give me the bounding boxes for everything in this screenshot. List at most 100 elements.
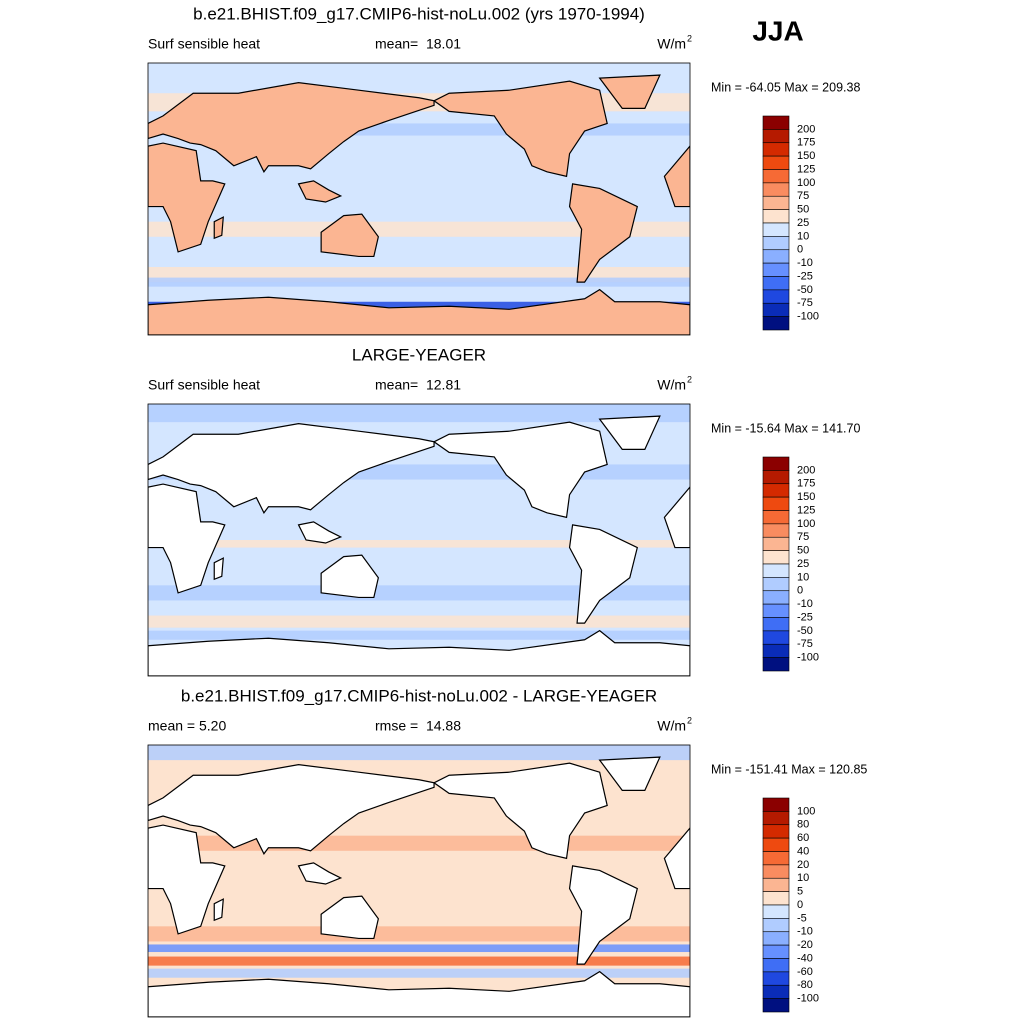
map xyxy=(148,745,690,1017)
colorbar-box xyxy=(762,496,790,511)
colorbar-box xyxy=(762,302,790,317)
colorbar-label: 20 xyxy=(797,859,809,871)
colorbar-box xyxy=(762,182,790,197)
colorbar-label: -50 xyxy=(797,284,813,296)
colorbar-label: -20 xyxy=(797,939,813,951)
colorbar-box xyxy=(762,550,790,565)
colorbar-label: 175 xyxy=(797,478,815,490)
units-exponent: 2 xyxy=(687,33,692,43)
variable-label: mean = 5.20 xyxy=(148,718,226,734)
colorbar-label: -100 xyxy=(797,652,819,664)
season-label: JJA xyxy=(752,15,803,46)
colorbar-label: 25 xyxy=(797,217,809,229)
colorbar-label: 0 xyxy=(797,899,803,911)
units-exponent: 2 xyxy=(687,715,692,725)
range-label: Min = -64.05 Max = 209.38 xyxy=(711,80,860,94)
variable-label: Surf sensible heat xyxy=(148,377,260,393)
colorbar-box xyxy=(762,316,790,331)
colorbar-label: 100 xyxy=(797,805,815,817)
colorbar-label: 50 xyxy=(797,545,809,557)
colorbar-label: 0 xyxy=(797,585,803,597)
colorbar-box xyxy=(762,536,790,551)
colorbar-label: 0 xyxy=(797,244,803,256)
colorbar-box xyxy=(762,276,790,291)
colorbar-label: -10 xyxy=(797,598,813,610)
colorbar-box xyxy=(762,998,790,1013)
colorbar-box xyxy=(762,797,790,812)
units-exponent: 2 xyxy=(687,374,692,384)
colorbar-label: 75 xyxy=(797,190,809,202)
range-label: Min = -151.41 Max = 120.85 xyxy=(711,762,867,776)
colorbar-label: -25 xyxy=(797,611,813,623)
colorbar-label: 125 xyxy=(797,504,815,516)
range-label: Min = -15.64 Max = 141.70 xyxy=(711,421,860,435)
colorbar-label: 100 xyxy=(797,518,815,530)
colorbar-label: 125 xyxy=(797,163,815,175)
panel-title: b.e21.BHIST.f09_g17.CMIP6-hist-noLu.002 … xyxy=(193,4,645,23)
colorbar-box xyxy=(762,904,790,919)
colorbar-box xyxy=(762,289,790,304)
colorbar-box xyxy=(762,236,790,251)
colorbar-label: 40 xyxy=(797,845,809,857)
colorbar-box xyxy=(762,142,790,157)
variable-label: Surf sensible heat xyxy=(148,36,260,52)
map xyxy=(148,63,690,335)
colorbar-label: 60 xyxy=(797,832,809,844)
panel-title: LARGE-YEAGER xyxy=(352,345,486,364)
colorbar-label: -80 xyxy=(797,979,813,991)
colorbar-label: 5 xyxy=(797,886,803,898)
colorbar-box xyxy=(762,837,790,852)
colorbar-box xyxy=(762,249,790,264)
colorbar-box xyxy=(762,864,790,879)
colorbar-box xyxy=(762,195,790,210)
colorbar-label: 200 xyxy=(797,464,815,476)
panel-title: b.e21.BHIST.f09_g17.CMIP6-hist-noLu.002 … xyxy=(181,686,657,705)
colorbar-box xyxy=(762,456,790,471)
colorbar-box xyxy=(762,510,790,525)
colorbar-box xyxy=(762,984,790,999)
colorbar-box xyxy=(762,483,790,498)
colorbar-label: -40 xyxy=(797,952,813,964)
colorbar-box xyxy=(762,115,790,130)
map xyxy=(148,404,690,676)
colorbar-label: -75 xyxy=(797,297,813,309)
map-frame xyxy=(147,403,691,677)
colorbar-box xyxy=(762,971,790,986)
colorbar-box xyxy=(762,617,790,632)
units-label: W/m xyxy=(657,377,686,393)
colorbar-box xyxy=(762,630,790,645)
colorbar-label: 50 xyxy=(797,204,809,216)
colorbar-box xyxy=(762,603,790,618)
colorbar-box xyxy=(762,222,790,237)
colorbar-label: 10 xyxy=(797,571,809,583)
colorbar-box xyxy=(762,918,790,933)
colorbar-box xyxy=(762,577,790,592)
colorbar-box xyxy=(762,944,790,959)
units-label: W/m xyxy=(657,36,686,52)
statistic-label: rmse = 14.88 xyxy=(375,718,461,734)
colorbar-label: 100 xyxy=(797,177,815,189)
colorbar-label: 10 xyxy=(797,872,809,884)
colorbar-box xyxy=(762,643,790,658)
colorbar-box xyxy=(762,891,790,906)
colorbar-label: -10 xyxy=(797,257,813,269)
colorbar-box xyxy=(762,811,790,826)
colorbar-label: 150 xyxy=(797,150,815,162)
colorbar-label: 175 xyxy=(797,137,815,149)
colorbar-box xyxy=(762,129,790,144)
colorbar-box xyxy=(762,590,790,605)
colorbar-box xyxy=(762,931,790,946)
colorbar-box xyxy=(762,169,790,184)
colorbar-box xyxy=(762,563,790,578)
units-label: W/m xyxy=(657,718,686,734)
map-frame xyxy=(147,62,691,336)
colorbar-box xyxy=(762,824,790,839)
colorbar-label: -100 xyxy=(797,993,819,1005)
colorbar-label: -100 xyxy=(797,311,819,323)
colorbar-label: -25 xyxy=(797,270,813,282)
map-frame xyxy=(147,744,691,1018)
colorbar-label: 75 xyxy=(797,531,809,543)
colorbar-box xyxy=(762,262,790,277)
statistic-label: mean= 12.81 xyxy=(375,377,461,393)
